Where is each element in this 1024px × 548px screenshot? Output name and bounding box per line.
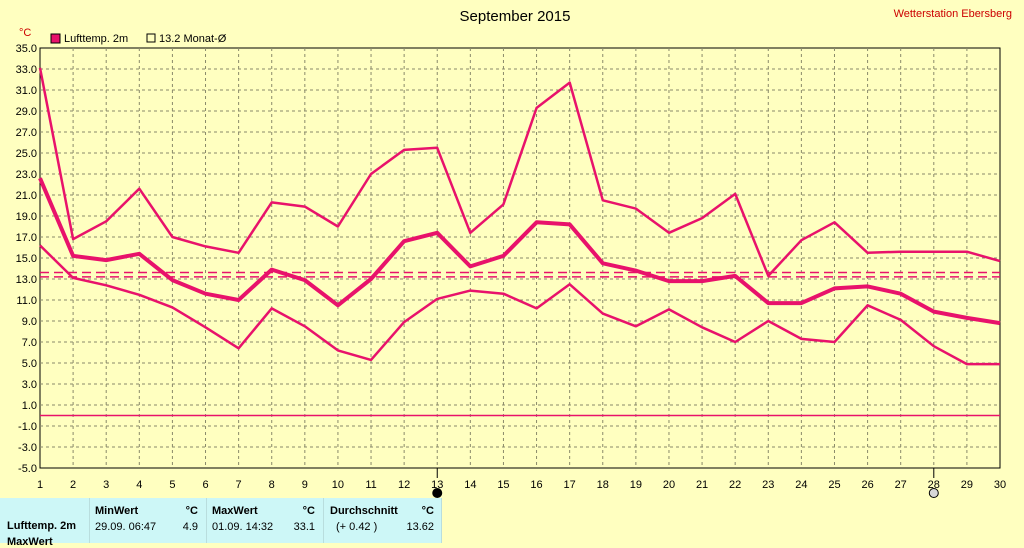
x-tick-label: 3 bbox=[103, 479, 109, 491]
x-tick-label: 13 bbox=[431, 479, 443, 491]
series-line-min bbox=[39, 244, 1000, 366]
y-tick-label: 17.0 bbox=[16, 232, 37, 244]
x-tick-label: 6 bbox=[202, 479, 208, 491]
max-value: 33.1 bbox=[293, 521, 315, 533]
legend-swatch-temp bbox=[50, 33, 61, 44]
x-tick-label: 27 bbox=[895, 479, 907, 491]
row-label-next: MaxWert bbox=[7, 536, 53, 548]
grid bbox=[39, 47, 1001, 469]
x-tick-label: 30 bbox=[994, 479, 1006, 491]
x-tick-label: 8 bbox=[269, 479, 275, 491]
x-tick-label: 14 bbox=[464, 479, 476, 491]
max-unit: °C bbox=[302, 505, 315, 517]
y-tick-label: 7.0 bbox=[22, 337, 37, 349]
y-tick-label: 11.0 bbox=[16, 295, 37, 307]
y-tick-label: 31.0 bbox=[16, 85, 37, 97]
y-tick-label: -1.0 bbox=[18, 421, 37, 433]
x-tick-label: 11 bbox=[365, 479, 376, 491]
x-tick-label: 18 bbox=[597, 479, 609, 491]
average-unit: °C bbox=[421, 505, 434, 517]
y-tick-label: 33.0 bbox=[16, 64, 37, 76]
min-value: 4.9 bbox=[182, 521, 198, 533]
statistics-panel: Lufttemp. 2m MaxWert MinWert °C 29.09. 0… bbox=[0, 498, 1024, 548]
max-header: MaxWert bbox=[212, 505, 258, 517]
filled-circle-marker bbox=[432, 488, 443, 498]
x-tick-label: 12 bbox=[398, 479, 410, 491]
x-tick-label: 25 bbox=[828, 479, 840, 491]
y-tick-label: 23.0 bbox=[16, 169, 37, 181]
legend: Lufttemp. 2m 13.2 Monat-Ø bbox=[50, 33, 227, 45]
x-tick-label: 10 bbox=[332, 479, 344, 491]
series-lines bbox=[38, 67, 1001, 366]
y-tick-label: 19.0 bbox=[16, 211, 37, 223]
min-value-cell: MinWert °C 29.09. 06:47 4.9 bbox=[90, 498, 207, 543]
y-tick-label: 27.0 bbox=[16, 127, 37, 139]
x-tick-label: 15 bbox=[497, 479, 509, 491]
series-line-max bbox=[38, 67, 1001, 278]
average-delta: (+ 0.42 ) bbox=[336, 521, 378, 533]
series-line-mean bbox=[38, 177, 1001, 326]
x-tick-label: 22 bbox=[729, 479, 741, 491]
y-tick-label: 25.0 bbox=[16, 148, 37, 160]
x-tick-label: 23 bbox=[762, 479, 774, 491]
x-tick-label: 21 bbox=[696, 479, 708, 491]
x-tick-label: 19 bbox=[630, 479, 642, 491]
x-tick-label: 7 bbox=[236, 479, 242, 491]
x-tick-label: 26 bbox=[861, 479, 873, 491]
y-tick-label: 5.0 bbox=[22, 358, 37, 370]
station-name: Wetterstation Ebersberg bbox=[894, 8, 1012, 20]
x-tick-labels: 1 2 3 4 5 6 7 8 9 10 11 12 13 14 15 16 17 18 19 20 21 22 23 24 2… bbox=[37, 479, 1006, 491]
x-tick-label: 17 bbox=[564, 479, 576, 491]
x-tick-label: 28 bbox=[928, 479, 940, 491]
temperature-chart: September 2015 Wetterstation Ebersberg °… bbox=[16, 8, 1012, 498]
y-tick-label: -5.0 bbox=[18, 463, 37, 475]
x-tick-label: 5 bbox=[169, 479, 175, 491]
x-tick-label: 9 bbox=[302, 479, 308, 491]
x-tick-label: 4 bbox=[136, 479, 142, 491]
y-tick-label: 3.0 bbox=[22, 379, 37, 391]
legend-swatch-average bbox=[146, 33, 156, 43]
x-tick-label: 1 bbox=[37, 479, 43, 491]
max-value-cell: MaxWert °C 01.09. 14:32 33.1 bbox=[207, 498, 324, 543]
y-tick-label: 29.0 bbox=[16, 106, 37, 118]
day-markers bbox=[432, 468, 939, 498]
y-tick-label: 15.0 bbox=[16, 253, 37, 265]
average-cell: Durchschnitt °C (+ 0.42 ) 13.62 bbox=[324, 498, 442, 543]
chart-title: September 2015 bbox=[460, 8, 571, 25]
open-circle-marker bbox=[928, 488, 939, 498]
y-tick-label: 13.0 bbox=[16, 274, 37, 286]
x-tick-label: 20 bbox=[663, 479, 675, 491]
min-header: MinWert bbox=[95, 505, 139, 517]
average-value: 13.62 bbox=[406, 521, 434, 533]
x-tick-label: 29 bbox=[961, 479, 973, 491]
y-tick-label: -3.0 bbox=[18, 442, 37, 454]
legend-label-temp: Lufttemp. 2m bbox=[64, 33, 128, 45]
row-label: Lufttemp. 2m bbox=[7, 520, 77, 532]
y-tick-labels: 35.0 33.0 31.0 29.0 27.0 25.0 23.0 21.0 19.0 17.0… bbox=[16, 43, 37, 475]
legend-label-average: 13.2 Monat-Ø bbox=[159, 33, 227, 45]
y-tick-label: 9.0 bbox=[22, 316, 37, 328]
average-header: Durchschnitt bbox=[330, 505, 398, 517]
min-datetime: 29.09. 06:47 bbox=[95, 521, 157, 533]
y-tick-label: 35.0 bbox=[16, 43, 37, 55]
y-unit-label: °C bbox=[19, 27, 31, 39]
min-unit: °C bbox=[185, 505, 198, 517]
y-tick-label: 1.0 bbox=[22, 400, 37, 412]
reference-lines bbox=[40, 271, 1000, 417]
x-tick-label: 24 bbox=[795, 479, 807, 491]
y-tick-label: 21.0 bbox=[16, 190, 37, 202]
x-tick-label: 2 bbox=[70, 479, 76, 491]
row-label-cell: Lufttemp. 2m MaxWert bbox=[0, 498, 90, 548]
max-datetime: 01.09. 14:32 bbox=[212, 521, 274, 533]
x-tick-label: 16 bbox=[530, 479, 542, 491]
